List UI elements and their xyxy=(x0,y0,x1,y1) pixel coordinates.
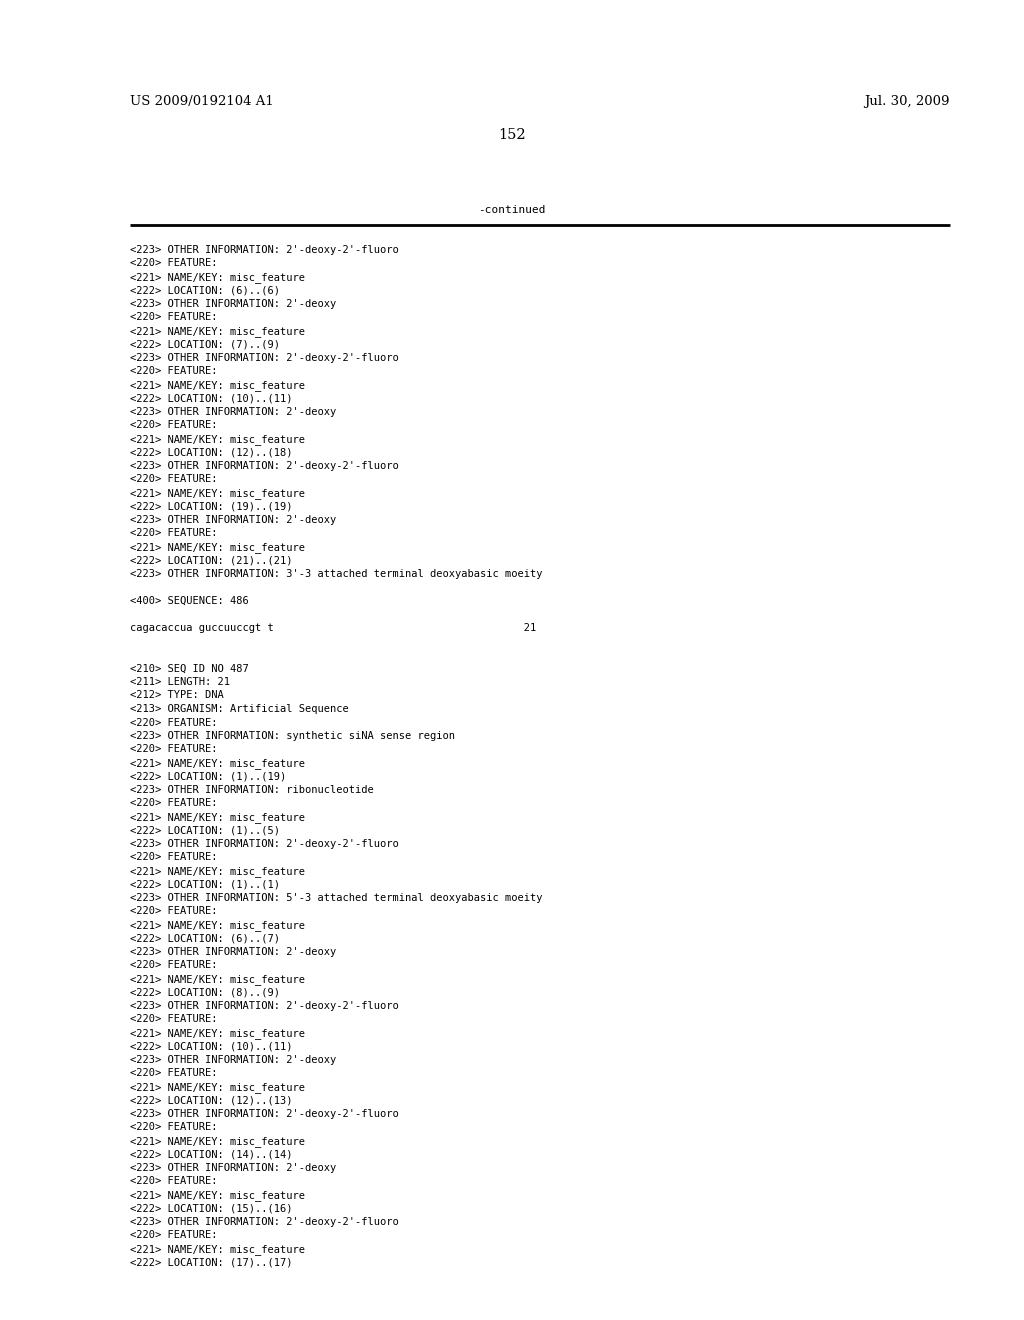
Text: <220> FEATURE:: <220> FEATURE: xyxy=(130,853,217,862)
Text: <220> FEATURE:: <220> FEATURE: xyxy=(130,961,217,970)
Text: <222> LOCATION: (12)..(18): <222> LOCATION: (12)..(18) xyxy=(130,447,293,458)
Text: <220> FEATURE:: <220> FEATURE: xyxy=(130,907,217,916)
Text: <220> FEATURE:: <220> FEATURE: xyxy=(130,799,217,808)
Text: <222> LOCATION: (1)..(19): <222> LOCATION: (1)..(19) xyxy=(130,771,287,781)
Text: <211> LENGTH: 21: <211> LENGTH: 21 xyxy=(130,677,230,686)
Text: <220> FEATURE:: <220> FEATURE: xyxy=(130,313,217,322)
Text: <222> LOCATION: (15)..(16): <222> LOCATION: (15)..(16) xyxy=(130,1204,293,1213)
Text: <212> TYPE: DNA: <212> TYPE: DNA xyxy=(130,690,224,701)
Text: <221> NAME/KEY: misc_feature: <221> NAME/KEY: misc_feature xyxy=(130,1191,305,1201)
Text: <222> LOCATION: (19)..(19): <222> LOCATION: (19)..(19) xyxy=(130,502,293,511)
Text: <221> NAME/KEY: misc_feature: <221> NAME/KEY: misc_feature xyxy=(130,326,305,337)
Text: <221> NAME/KEY: misc_feature: <221> NAME/KEY: misc_feature xyxy=(130,543,305,553)
Text: <222> LOCATION: (12)..(13): <222> LOCATION: (12)..(13) xyxy=(130,1096,293,1106)
Text: <210> SEQ ID NO 487: <210> SEQ ID NO 487 xyxy=(130,664,249,673)
Text: <213> ORGANISM: Artificial Sequence: <213> ORGANISM: Artificial Sequence xyxy=(130,704,349,714)
Text: <400> SEQUENCE: 486: <400> SEQUENCE: 486 xyxy=(130,597,249,606)
Text: <222> LOCATION: (1)..(1): <222> LOCATION: (1)..(1) xyxy=(130,879,280,890)
Text: <221> NAME/KEY: misc_feature: <221> NAME/KEY: misc_feature xyxy=(130,1137,305,1147)
Text: <221> NAME/KEY: misc_feature: <221> NAME/KEY: misc_feature xyxy=(130,812,305,822)
Text: <221> NAME/KEY: misc_feature: <221> NAME/KEY: misc_feature xyxy=(130,1028,305,1039)
Text: <221> NAME/KEY: misc_feature: <221> NAME/KEY: misc_feature xyxy=(130,488,305,499)
Text: <221> NAME/KEY: misc_feature: <221> NAME/KEY: misc_feature xyxy=(130,1082,305,1093)
Text: <220> FEATURE:: <220> FEATURE: xyxy=(130,1176,217,1187)
Text: <220> FEATURE:: <220> FEATURE: xyxy=(130,1122,217,1133)
Text: <221> NAME/KEY: misc_feature: <221> NAME/KEY: misc_feature xyxy=(130,758,305,770)
Text: <220> FEATURE:: <220> FEATURE: xyxy=(130,421,217,430)
Text: <221> NAME/KEY: misc_feature: <221> NAME/KEY: misc_feature xyxy=(130,1243,305,1255)
Text: 152: 152 xyxy=(499,128,525,143)
Text: <221> NAME/KEY: misc_feature: <221> NAME/KEY: misc_feature xyxy=(130,380,305,391)
Text: <223> OTHER INFORMATION: 3'-3 attached terminal deoxyabasic moeity: <223> OTHER INFORMATION: 3'-3 attached t… xyxy=(130,569,543,579)
Text: Jul. 30, 2009: Jul. 30, 2009 xyxy=(864,95,950,108)
Text: US 2009/0192104 A1: US 2009/0192104 A1 xyxy=(130,95,273,108)
Text: <223> OTHER INFORMATION: 5'-3 attached terminal deoxyabasic moeity: <223> OTHER INFORMATION: 5'-3 attached t… xyxy=(130,894,543,903)
Text: <223> OTHER INFORMATION: 2'-deoxy: <223> OTHER INFORMATION: 2'-deoxy xyxy=(130,515,336,525)
Text: <221> NAME/KEY: misc_feature: <221> NAME/KEY: misc_feature xyxy=(130,272,305,282)
Text: <220> FEATURE:: <220> FEATURE: xyxy=(130,718,217,727)
Text: <221> NAME/KEY: misc_feature: <221> NAME/KEY: misc_feature xyxy=(130,920,305,931)
Text: <223> OTHER INFORMATION: 2'-deoxy: <223> OTHER INFORMATION: 2'-deoxy xyxy=(130,1055,336,1065)
Text: <222> LOCATION: (10)..(11): <222> LOCATION: (10)..(11) xyxy=(130,393,293,404)
Text: <223> OTHER INFORMATION: 2'-deoxy-2'-fluoro: <223> OTHER INFORMATION: 2'-deoxy-2'-flu… xyxy=(130,1001,398,1011)
Text: cagacaccua guccuuccgt t                                        21: cagacaccua guccuuccgt t 21 xyxy=(130,623,537,634)
Text: <220> FEATURE:: <220> FEATURE: xyxy=(130,528,217,539)
Text: <221> NAME/KEY: misc_feature: <221> NAME/KEY: misc_feature xyxy=(130,974,305,985)
Text: <223> OTHER INFORMATION: 2'-deoxy: <223> OTHER INFORMATION: 2'-deoxy xyxy=(130,1163,336,1173)
Text: <223> OTHER INFORMATION: 2'-deoxy-2'-fluoro: <223> OTHER INFORMATION: 2'-deoxy-2'-flu… xyxy=(130,461,398,471)
Text: <220> FEATURE:: <220> FEATURE: xyxy=(130,474,217,484)
Text: <222> LOCATION: (8)..(9): <222> LOCATION: (8)..(9) xyxy=(130,987,280,998)
Text: <223> OTHER INFORMATION: 2'-deoxy: <223> OTHER INFORMATION: 2'-deoxy xyxy=(130,407,336,417)
Text: <220> FEATURE:: <220> FEATURE: xyxy=(130,1068,217,1078)
Text: <220> FEATURE:: <220> FEATURE: xyxy=(130,367,217,376)
Text: <223> OTHER INFORMATION: 2'-deoxy-2'-fluoro: <223> OTHER INFORMATION: 2'-deoxy-2'-flu… xyxy=(130,1217,398,1228)
Text: <223> OTHER INFORMATION: 2'-deoxy-2'-fluoro: <223> OTHER INFORMATION: 2'-deoxy-2'-flu… xyxy=(130,352,398,363)
Text: <221> NAME/KEY: misc_feature: <221> NAME/KEY: misc_feature xyxy=(130,434,305,445)
Text: <222> LOCATION: (10)..(11): <222> LOCATION: (10)..(11) xyxy=(130,1041,293,1052)
Text: <222> LOCATION: (1)..(5): <222> LOCATION: (1)..(5) xyxy=(130,825,280,836)
Text: <222> LOCATION: (6)..(7): <222> LOCATION: (6)..(7) xyxy=(130,933,280,944)
Text: <223> OTHER INFORMATION: 2'-deoxy-2'-fluoro: <223> OTHER INFORMATION: 2'-deoxy-2'-flu… xyxy=(130,246,398,255)
Text: <223> OTHER INFORMATION: 2'-deoxy: <223> OTHER INFORMATION: 2'-deoxy xyxy=(130,300,336,309)
Text: <222> LOCATION: (6)..(6): <222> LOCATION: (6)..(6) xyxy=(130,285,280,296)
Text: <223> OTHER INFORMATION: 2'-deoxy-2'-fluoro: <223> OTHER INFORMATION: 2'-deoxy-2'-flu… xyxy=(130,1109,398,1119)
Text: <221> NAME/KEY: misc_feature: <221> NAME/KEY: misc_feature xyxy=(130,866,305,876)
Text: <223> OTHER INFORMATION: 2'-deoxy: <223> OTHER INFORMATION: 2'-deoxy xyxy=(130,946,336,957)
Text: <222> LOCATION: (7)..(9): <222> LOCATION: (7)..(9) xyxy=(130,339,280,350)
Text: <223> OTHER INFORMATION: ribonucleotide: <223> OTHER INFORMATION: ribonucleotide xyxy=(130,785,374,795)
Text: <220> FEATURE:: <220> FEATURE: xyxy=(130,1230,217,1241)
Text: <223> OTHER INFORMATION: synthetic siNA sense region: <223> OTHER INFORMATION: synthetic siNA … xyxy=(130,731,455,741)
Text: <222> LOCATION: (21)..(21): <222> LOCATION: (21)..(21) xyxy=(130,556,293,565)
Text: <222> LOCATION: (14)..(14): <222> LOCATION: (14)..(14) xyxy=(130,1150,293,1159)
Text: <220> FEATURE:: <220> FEATURE: xyxy=(130,259,217,268)
Text: <222> LOCATION: (17)..(17): <222> LOCATION: (17)..(17) xyxy=(130,1258,293,1267)
Text: <220> FEATURE:: <220> FEATURE: xyxy=(130,744,217,755)
Text: <223> OTHER INFORMATION: 2'-deoxy-2'-fluoro: <223> OTHER INFORMATION: 2'-deoxy-2'-flu… xyxy=(130,840,398,849)
Text: -continued: -continued xyxy=(478,205,546,215)
Text: <220> FEATURE:: <220> FEATURE: xyxy=(130,1015,217,1024)
